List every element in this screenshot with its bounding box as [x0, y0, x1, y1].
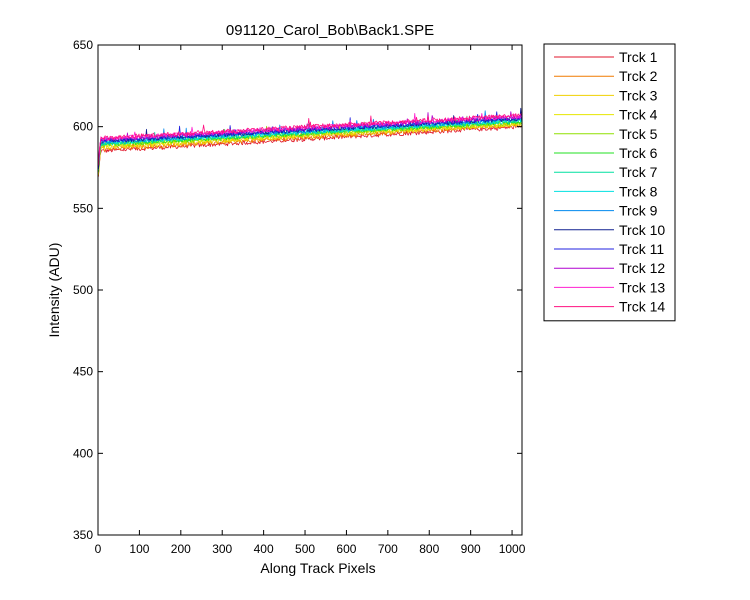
legend-label: Trck 10 [619, 222, 665, 238]
y-tick-label: 550 [73, 201, 93, 215]
x-tick-label: 400 [254, 542, 274, 556]
y-tick-label: 400 [73, 446, 93, 460]
y-tick-label: 600 [73, 120, 93, 134]
plot-area [98, 107, 522, 177]
y-tick-label: 500 [73, 283, 93, 297]
x-tick-label: 500 [295, 542, 315, 556]
x-tick-label: 700 [378, 542, 398, 556]
x-tick-label: 100 [129, 542, 149, 556]
legend-label: Trck 1 [619, 49, 658, 65]
series-line-14 [98, 113, 522, 165]
legend-label: Trck 6 [619, 145, 658, 161]
x-tick-label: 800 [419, 542, 439, 556]
legend-label: Trck 8 [619, 183, 658, 199]
legend-label: Trck 13 [619, 279, 665, 295]
y-tick-label: 350 [73, 528, 93, 542]
legend-label: Trck 4 [619, 107, 658, 123]
x-tick-label: 300 [212, 542, 232, 556]
legend-box [543, 43, 676, 322]
legend-label: Trck 5 [619, 126, 658, 142]
y-tick-label: 650 [73, 38, 93, 52]
series-line-9 [98, 110, 522, 167]
legend-label: Trck 12 [619, 260, 665, 276]
x-tick-label: 0 [95, 542, 102, 556]
x-tick-label: 900 [461, 542, 481, 556]
x-tick-label: 200 [171, 542, 191, 556]
legend-label: Trck 2 [619, 68, 658, 84]
y-tick-label: 450 [73, 365, 93, 379]
legend-label: Trck 9 [619, 203, 658, 219]
axes-box [97, 44, 523, 536]
axes: 0 100 200 300 400 500 600 700 800 900 1000 350 400 45… [73, 38, 526, 556]
legend-label: Trck 11 [619, 241, 664, 257]
legend-label: Trck 3 [619, 87, 658, 103]
legend-label: Trck 14 [619, 299, 665, 315]
chart-title: 091120_Carol_Bob\Back1.SPE [226, 22, 434, 39]
x-axis-title: Along Track Pixels [260, 560, 375, 576]
x-tick-label: 1000 [499, 542, 526, 556]
legend-label: Trck 7 [619, 164, 658, 180]
x-tick-label: 600 [336, 542, 356, 556]
series-line-5 [98, 116, 522, 171]
legend: Trck 1 Trck 2 Trck 3 Trck 4 Trck 5 Trck 6 Trck… [543, 43, 676, 322]
y-axis-title: Intensity (ADU) [46, 243, 62, 338]
